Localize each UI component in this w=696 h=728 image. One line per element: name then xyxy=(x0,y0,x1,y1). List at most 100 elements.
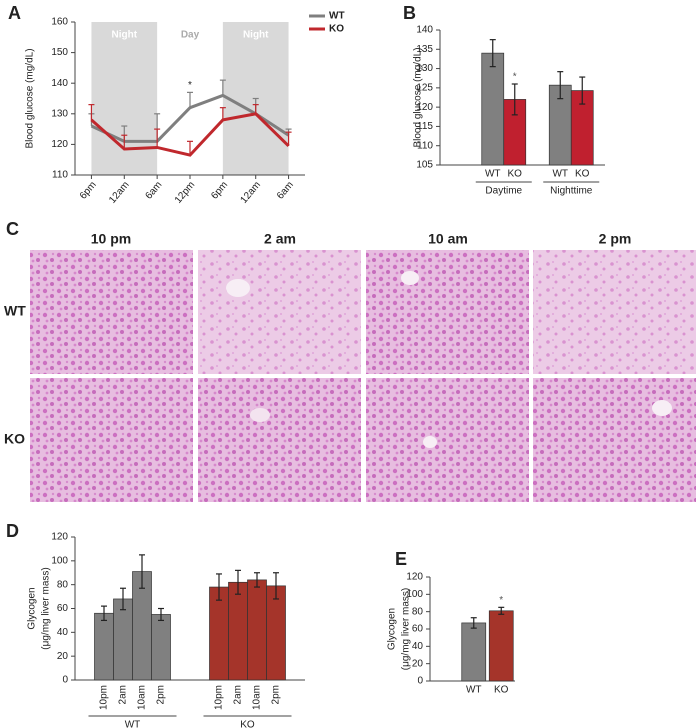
panel-label: C xyxy=(6,219,19,239)
x-tick-label: WT xyxy=(466,685,482,696)
x-tick-label: 10am xyxy=(137,685,148,710)
micrograph xyxy=(533,378,696,502)
x-tick-label: 2pm xyxy=(156,685,167,704)
y-axis-label: Blood glucose (mg/dL) xyxy=(413,47,424,147)
y-tick-label: 110 xyxy=(417,140,433,151)
y-tick-label: 105 xyxy=(416,160,433,171)
panel-label: D xyxy=(6,521,19,541)
x-tick-label: 12am xyxy=(107,180,132,206)
vessel xyxy=(423,436,437,448)
y-tick-label: 120 xyxy=(51,532,68,543)
micrograph xyxy=(30,378,193,502)
bar xyxy=(228,581,248,681)
x-tick-label: 6am xyxy=(144,180,165,202)
bar xyxy=(113,598,133,681)
y-tick-label: 40 xyxy=(412,641,424,652)
x-tick-label: 10pm xyxy=(99,685,110,710)
column-header: 10 am xyxy=(428,231,468,247)
y-tick-label: 60 xyxy=(412,624,424,635)
x-tick-label: KO xyxy=(575,169,590,180)
significance-mark: * xyxy=(188,80,192,91)
y-tick-label: 20 xyxy=(57,651,69,662)
vessel xyxy=(226,279,250,297)
y-tick-label: 135 xyxy=(416,44,433,55)
micrograph xyxy=(533,250,696,374)
y-tick-label: 125 xyxy=(416,82,433,93)
x-tick-label: 6am xyxy=(275,180,296,202)
legend-label: WT xyxy=(329,11,345,22)
y-tick-label: 120 xyxy=(406,572,423,583)
y-tick-label: 40 xyxy=(57,627,69,638)
band-label: Night xyxy=(243,30,269,41)
y-tick-label: 120 xyxy=(416,102,433,113)
column-header: 2 pm xyxy=(599,231,632,247)
x-tick-label: 12pm xyxy=(173,180,198,206)
bar xyxy=(209,586,229,681)
bar xyxy=(461,622,487,682)
x-tick-label: KO xyxy=(494,685,509,696)
bar xyxy=(247,579,267,681)
band-label: Day xyxy=(181,30,200,41)
panel-label: E xyxy=(395,549,407,569)
y-axis-label: (μg/mg liver mass) xyxy=(401,588,412,670)
bar xyxy=(266,585,286,681)
row-label: WT xyxy=(4,303,26,319)
y-tick-label: 60 xyxy=(57,603,69,614)
band-label: Night xyxy=(112,30,138,41)
vessel xyxy=(652,400,672,416)
vessel xyxy=(250,408,270,422)
x-tick-label: 6pm xyxy=(209,180,230,202)
x-tick-label: WT xyxy=(485,169,501,180)
panel-label: A xyxy=(8,3,21,23)
x-tick-label: 2am xyxy=(118,685,129,704)
row-label: KO xyxy=(4,431,25,447)
y-tick-label: 120 xyxy=(51,139,68,150)
y-tick-label: 140 xyxy=(51,78,68,89)
group-label: KO xyxy=(240,720,255,728)
y-axis-label: (μg/mg liver mass) xyxy=(41,567,52,649)
micrograph xyxy=(366,250,529,374)
y-tick-label: 80 xyxy=(412,606,424,617)
micrograph xyxy=(30,250,193,374)
y-tick-label: 0 xyxy=(417,676,423,687)
bar xyxy=(488,610,514,682)
night-band xyxy=(91,22,158,175)
y-tick-label: 80 xyxy=(57,579,69,590)
y-tick-label: 0 xyxy=(62,675,68,686)
x-tick-label: KO xyxy=(508,169,523,180)
y-axis-label: Blood glucose (mg/dL) xyxy=(25,48,36,148)
x-tick-label: 12am xyxy=(239,180,264,206)
y-tick-label: 115 xyxy=(417,121,433,132)
column-header: 10 pm xyxy=(91,231,131,247)
y-tick-label: 110 xyxy=(52,170,68,181)
panel-label: B xyxy=(403,3,416,23)
y-tick-label: 100 xyxy=(406,589,423,600)
bar xyxy=(151,614,171,681)
bar xyxy=(481,52,505,166)
legend-label: KO xyxy=(329,24,344,35)
group-label: Daytime xyxy=(485,186,522,197)
micrograph xyxy=(198,250,361,374)
x-tick-label: 2pm xyxy=(271,685,282,704)
x-tick-label: WT xyxy=(552,169,568,180)
y-axis-label: Glycogen xyxy=(387,608,398,650)
bar xyxy=(94,612,114,681)
y-tick-label: 20 xyxy=(412,658,424,669)
vessel xyxy=(401,271,419,285)
y-tick-label: 100 xyxy=(51,555,68,566)
y-tick-label: 160 xyxy=(51,17,68,28)
significance-mark: * xyxy=(499,595,503,606)
y-axis-label: Glycogen xyxy=(27,587,38,629)
x-tick-label: 10am xyxy=(252,685,263,710)
x-tick-label: 2am xyxy=(233,685,244,704)
y-tick-label: 140 xyxy=(416,25,433,36)
y-tick-label: 150 xyxy=(51,47,68,58)
column-header: 2 am xyxy=(264,231,296,247)
series-line xyxy=(90,112,290,157)
x-tick-label: 10pm xyxy=(214,685,225,710)
y-tick-label: 130 xyxy=(416,63,433,74)
group-label: Nighttime xyxy=(550,186,593,197)
y-tick-label: 130 xyxy=(51,108,68,119)
group-label: WT xyxy=(125,720,141,728)
